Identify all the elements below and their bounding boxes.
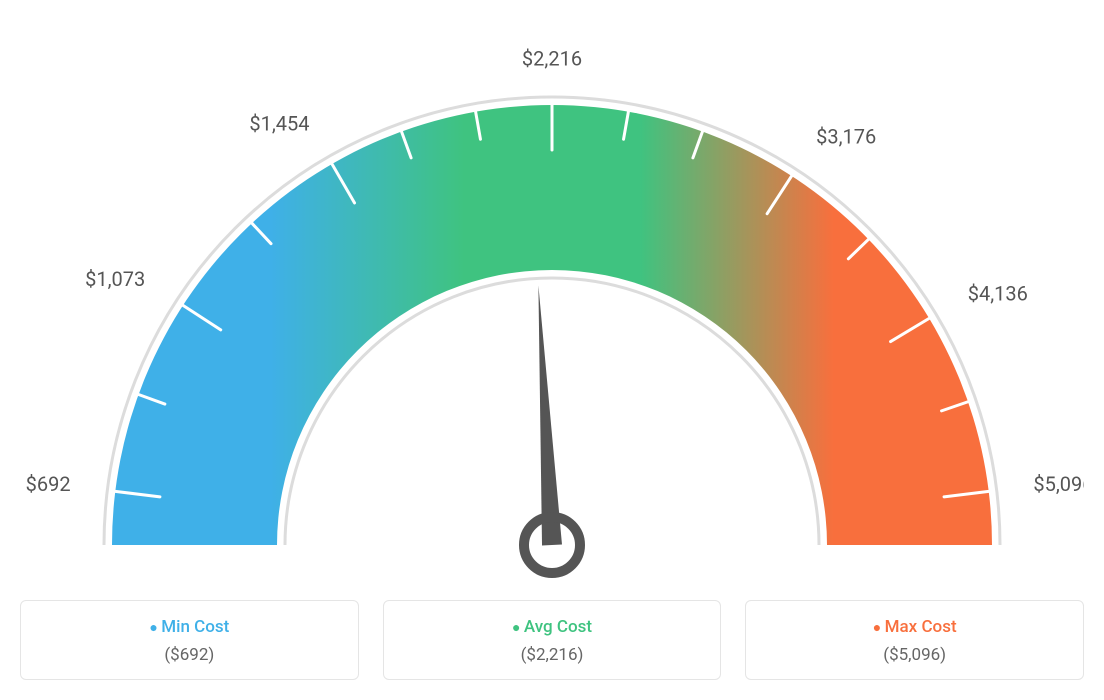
- legend-avg-title: Avg Cost: [396, 617, 709, 637]
- gauge-tick-label: $3,176: [816, 125, 876, 149]
- legend-row: Min Cost ($692) Avg Cost ($2,216) Max Co…: [20, 600, 1084, 680]
- gauge-needle: [538, 285, 562, 545]
- gauge-tick-label: $4,136: [968, 281, 1028, 305]
- legend-max-value: ($5,096): [758, 645, 1071, 665]
- legend-card-avg: Avg Cost ($2,216): [383, 600, 722, 680]
- legend-card-max: Max Cost ($5,096): [745, 600, 1084, 680]
- gauge-tick-label: $692: [26, 472, 71, 496]
- gauge-tick-label: $2,216: [522, 46, 582, 70]
- gauge-svg: $692 $1,073 $1,454 $2,216 $3,176 $4,136 $5,096: [20, 20, 1084, 580]
- legend-card-min: Min Cost ($692): [20, 600, 359, 680]
- legend-min-title: Min Cost: [33, 617, 346, 637]
- legend-avg-value: ($2,216): [396, 645, 709, 665]
- gauge-tick-label: $5,096: [1033, 472, 1084, 496]
- cost-gauge-chart: $692 $1,073 $1,454 $2,216 $3,176 $4,136 $5,096…: [20, 20, 1084, 680]
- legend-max-title: Max Cost: [758, 617, 1071, 637]
- gauge-tick-label: $1,073: [85, 267, 145, 291]
- legend-min-value: ($692): [33, 645, 346, 665]
- gauge-tick-label: $1,454: [249, 111, 309, 135]
- gauge-svg-container: $692 $1,073 $1,454 $2,216 $3,176 $4,136 $5,096: [20, 20, 1084, 580]
